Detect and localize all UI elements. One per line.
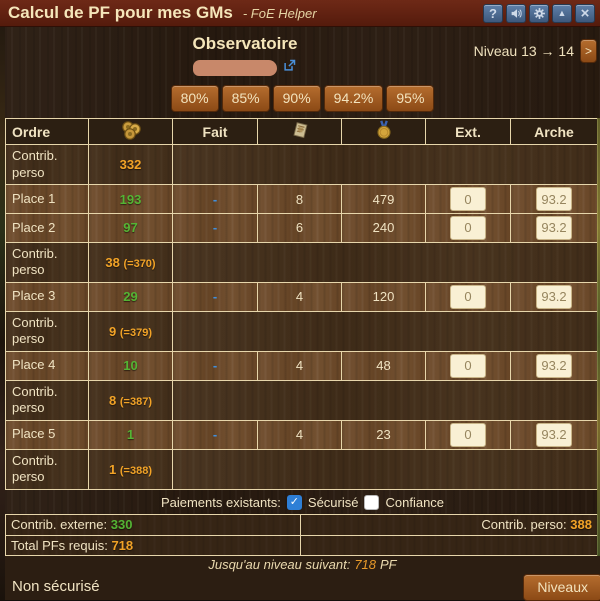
building-name: Observatoire bbox=[192, 34, 298, 53]
window-subtitle: - FoE Helper bbox=[242, 5, 317, 21]
gear-icon bbox=[533, 7, 546, 20]
external-contrib-value: 330 bbox=[110, 517, 133, 533]
ext-input[interactable] bbox=[450, 284, 486, 309]
total-fp-label: Total PFs requis: bbox=[11, 537, 108, 553]
arche-input[interactable] bbox=[536, 215, 572, 240]
medal-icon bbox=[341, 118, 426, 145]
total-fp-value: 718 bbox=[111, 537, 134, 553]
contrib-merged-cell bbox=[172, 379, 598, 421]
external-contrib-label: Contrib. externe: bbox=[11, 517, 108, 533]
external-link-icon[interactable] bbox=[282, 58, 297, 78]
trust-checkbox[interactable] bbox=[364, 494, 380, 510]
speaker-icon bbox=[510, 7, 523, 20]
summary-row: Contrib. externe: 330 Contrib. perso: 38… bbox=[5, 514, 598, 536]
table-row: Place 4 10 - 4 48 bbox=[5, 350, 598, 381]
column-fait: Fait bbox=[172, 118, 258, 145]
ext-input[interactable] bbox=[450, 353, 486, 378]
contrib-merged-cell bbox=[172, 310, 598, 352]
help-button[interactable]: ? bbox=[483, 3, 503, 23]
summary-table: Contrib. externe: 330 Contrib. perso: 38… bbox=[5, 514, 598, 556]
close-button[interactable]: × bbox=[575, 3, 595, 23]
summary-row: Total PFs requis: 718 bbox=[5, 534, 598, 556]
percent-button-90[interactable]: 90% bbox=[272, 85, 321, 112]
arche-input[interactable] bbox=[536, 187, 572, 212]
player-name-redacted bbox=[193, 60, 277, 76]
table-row: Contrib. perso 1 (=388) bbox=[5, 448, 598, 491]
table-row: Place 1 193 - 8 479 bbox=[5, 184, 598, 214]
table-row: Contrib. perso 332 bbox=[5, 143, 598, 186]
perso-contrib-label: Contrib. perso: bbox=[481, 517, 567, 533]
forge-points-icon bbox=[88, 118, 173, 145]
window-controls: ? ▲ × bbox=[483, 3, 595, 23]
percent-button-85[interactable]: 85% bbox=[221, 85, 270, 112]
arche-input[interactable] bbox=[536, 353, 572, 378]
arche-input[interactable] bbox=[536, 284, 572, 309]
next-level-button[interactable]: > bbox=[580, 39, 597, 63]
contrib-merged-cell bbox=[172, 143, 598, 186]
secured-checkbox[interactable]: ✓ bbox=[286, 494, 302, 510]
arche-input[interactable] bbox=[536, 422, 572, 447]
payments-label: Paiements existants: bbox=[160, 494, 281, 510]
game-background-right bbox=[597, 118, 600, 556]
window-titlebar[interactable]: Calcul de PF pour mes GMs - FoE Helper ?… bbox=[0, 0, 600, 27]
percent-button-80[interactable]: 80% bbox=[170, 85, 219, 112]
table-row: Contrib. perso 38 (=370) bbox=[5, 241, 598, 283]
status-badge: Non sécurisé bbox=[12, 578, 100, 595]
existing-payments-row: Paiements existants: ✓ Sécurisé Confianc… bbox=[5, 490, 600, 514]
table-row: Place 3 29 - 4 120 bbox=[5, 281, 598, 312]
table-row: Place 5 1 - 4 23 bbox=[5, 419, 598, 450]
percent-button-95[interactable]: 95% bbox=[386, 85, 435, 112]
next-level-unit: PF bbox=[380, 557, 397, 572]
next-level-text: Jusqu'au niveau suivant: bbox=[208, 557, 351, 572]
table-row: Contrib. perso 8 (=387) bbox=[5, 379, 598, 421]
window-title: Calcul de PF pour mes GMs bbox=[8, 3, 233, 22]
column-ext: Ext. bbox=[425, 118, 511, 145]
ext-input[interactable] bbox=[450, 215, 486, 240]
level-label: Niveau 13 → 14 bbox=[473, 43, 574, 59]
bottom-bar: Non sécurisé Niveaux bbox=[5, 573, 600, 601]
blueprint-icon bbox=[257, 118, 342, 145]
next-level-line: Jusqu'au niveau suivant: 718 PF bbox=[5, 556, 600, 573]
percent-button-94-2[interactable]: 94.2% bbox=[323, 85, 384, 112]
table-header-row: Ordre Fait Ext. Arche bbox=[5, 118, 598, 145]
window-body: Observatoire Niveau 13 → 14 > 80% 85% 90… bbox=[5, 27, 600, 601]
contrib-merged-cell bbox=[172, 241, 598, 283]
collapse-button[interactable]: ▲ bbox=[552, 3, 572, 23]
game-background-left bbox=[0, 27, 5, 600]
next-level-value: 718 bbox=[354, 557, 377, 572]
trust-label: Confiance bbox=[385, 494, 445, 510]
perso-contrib-value: 388 bbox=[570, 517, 592, 533]
contribution-table: Ordre Fait Ext. Arche Contrib. perso 332… bbox=[5, 118, 598, 491]
table-row: Place 2 97 - 6 240 bbox=[5, 212, 598, 243]
column-arche: Arche bbox=[510, 118, 598, 145]
column-ordre: Ordre bbox=[5, 118, 89, 145]
table-row: Contrib. perso 9 (=379) bbox=[5, 310, 598, 352]
levels-button[interactable]: Niveaux bbox=[523, 574, 600, 601]
secured-label: Sécurisé bbox=[307, 494, 359, 510]
sound-button[interactable] bbox=[506, 3, 526, 23]
contrib-merged-cell bbox=[172, 448, 598, 491]
great-building-header: Observatoire Niveau 13 → 14 > 80% 85% 90… bbox=[5, 27, 600, 118]
ext-input[interactable] bbox=[450, 422, 486, 447]
percent-buttons-row: 80% 85% 90% 94.2% 95% bbox=[5, 85, 600, 112]
settings-button[interactable] bbox=[529, 3, 549, 23]
ext-input[interactable] bbox=[450, 187, 486, 212]
